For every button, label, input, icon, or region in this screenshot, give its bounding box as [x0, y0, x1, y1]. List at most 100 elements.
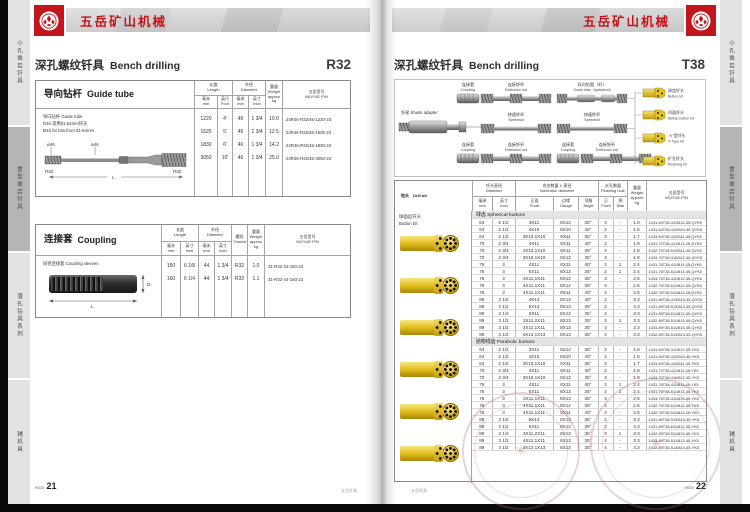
logo-emblem-icon: [39, 10, 59, 31]
page-edge-left: [0, 0, 8, 512]
sidebar-tab[interactable]: 辅机具: [720, 379, 742, 504]
sidebar-tab[interactable]: 重型凿岩钎具: [720, 126, 742, 251]
sidebar-tab-label: 小孔凿岩钎具: [728, 39, 734, 85]
bit-face-view: [442, 361, 459, 378]
page-number-right: PAGE 22: [684, 481, 706, 491]
col-length-mm: 毫米 mm: [161, 241, 180, 255]
page-left: 五岳矿山机械 深孔螺纹钎具 Bench drilling R32 导向钻杆 Gu…: [30, 0, 370, 504]
drill-bit-row: 70 2 3/4 4X11 8X11 40° 2-1.9 1431-70T38-411/81…: [472, 366, 707, 374]
svg-text:Extension rod: Extension rod: [505, 88, 527, 92]
table-cell-value: 44: [203, 276, 210, 282]
sidebar-tab[interactable]: 辅机具: [8, 379, 30, 504]
table-cell-value: 1 3/4: [251, 155, 263, 161]
svg-text:Extension rod: Extension rod: [505, 148, 527, 152]
drill-bit-illustration: [400, 445, 459, 462]
table-cell-value: 1830: [200, 142, 212, 148]
label-extension-rod: 连接钎杆: [508, 141, 526, 148]
col-flush-side: 侧 Side: [613, 196, 627, 211]
page-title: 深孔螺纹钎具 Bench drilling T38: [394, 57, 705, 73]
sidebar-tab[interactable]: 潜孔钻具系列: [8, 253, 30, 378]
drill-bit-illustration: [400, 235, 459, 252]
col-group-length: 长度 Length: [194, 81, 232, 95]
coupling-values-length-inch: 6 1/8 6 1/4: [180, 255, 198, 317]
drill-bit-section-title: 钻头 Drill bit: [401, 192, 427, 198]
footer-brand-mark: 五岳钎具: [411, 488, 427, 493]
guide-tube-diagram: ø46 ø46 R32 R32 L: [44, 142, 187, 180]
drill-bit-row: 70 2 3/4 4X10,1X10 8X11 35° 4-1.9 1432-70T38-5…: [472, 246, 707, 254]
guide-tube-description: 导向钻杆 Guide tube D46 适用51-64mm钎头 D46 for …: [36, 108, 194, 196]
drill-bit-row: 64 2 1/2 3X10,1X10 6X11 35° 3-1.7 1433-64T38-4…: [472, 359, 707, 367]
label-extension-rod: 连接钎杆: [508, 81, 526, 88]
svg-text:Extension rod: Extension rod: [596, 148, 618, 152]
table-cell-value: 24R46-R32/46-1830-23: [286, 143, 332, 148]
bit-face-view: [442, 403, 459, 420]
col-angle: 顶角 Angle: [578, 196, 598, 211]
col-weight: 重量 Weight Approx kg: [627, 181, 646, 211]
sidebar-tab[interactable]: 潜孔钻具系列: [720, 253, 742, 378]
col-length-mm: 毫米 mm: [194, 95, 217, 108]
coupling-values-length-mm: 150 160: [161, 255, 180, 317]
drill-bit-illustration: [400, 403, 459, 420]
drill-bit-row: 89 3 1/2 4X13,1X13 8X13 35° 4-3.3 1432-89T38-5…: [472, 330, 707, 338]
svg-text:Reaming bit: Reaming bit: [668, 163, 687, 167]
guide-values-weight: 10.0 12.5 14.2 25.0: [265, 108, 282, 196]
col-front-buttons: 正面 Front: [515, 196, 553, 211]
guide-values-length-foot: 4' 5' 6' 10': [217, 108, 232, 196]
company-logo: [34, 5, 64, 36]
company-logo: [686, 5, 716, 36]
table-cell-value: 1 3/4: [251, 116, 263, 122]
svg-text:Coupling: Coupling: [561, 148, 575, 152]
col-weight: 重量 Weight approx kg: [265, 81, 282, 108]
drill-bit-row: 76 3 4X11,1X11 8X12 35° 4-2.6 1432-76T38-511/8…: [472, 401, 707, 409]
drill-bit-row: 64 2 1/2 4X10 6X10 40° 2-1.6 1431-64T38-410/61…: [472, 225, 707, 233]
svg-text:Speedrod: Speedrod: [508, 118, 524, 122]
col-group-buttons: 合金数量 X 直径 No/button diameter: [515, 181, 598, 196]
svg-text:R32: R32: [45, 169, 54, 174]
drill-bit-row: 64 2 1/2 3X11 6X12 35° 3-1.8 1431-64T38-311/61…: [472, 345, 707, 353]
sidebar-tab[interactable]: 小孔凿岩钎具: [8, 0, 30, 125]
guide-tube-table: 导向钻杆 Guide tube 长度 Length 外径 Diameter 重量 We…: [35, 80, 351, 197]
label-reaming-bit: 扩孔钎头: [668, 155, 684, 161]
left-edge-tab-strip: 小孔凿岩钎具 重型凿岩钎具潜孔钻具系列辅机具: [8, 0, 30, 504]
svg-text:ø46: ø46: [91, 142, 99, 147]
bit-side-view: [400, 403, 443, 420]
sidebar-tab[interactable]: 重型凿岩钎具: [8, 126, 30, 251]
col-dia-mm: 毫米 mm: [472, 196, 492, 211]
col-dia-mm: 毫米 mm: [232, 95, 248, 108]
svg-text:R32: R32: [173, 169, 182, 174]
logo-emblem-icon: [691, 10, 711, 31]
svg-text:Guide tube（speedrod): Guide tube（speedrod): [573, 87, 610, 92]
table-cell-value: 24R46-R32/46-1220-23: [286, 117, 332, 122]
drill-bit-row: 89 3 1/2 6X11 8X12 35° 2-3.3 1431-89T38-611/81…: [472, 309, 707, 317]
svg-text:X-Type bit: X-Type bit: [668, 140, 684, 144]
table-cell-value: 1 3/4: [217, 263, 229, 269]
coupling-description: 同径连接套 Coupling sleeves D: [36, 255, 161, 317]
col-length-foot: 英尺 Foot: [217, 95, 232, 108]
drill-bit-row: 64 2 1/2 4X10 6X10 40° 2-1.6 1431-64T38-410/61…: [472, 352, 707, 360]
col-part-number: 五岳型号 WUYUE P/N: [264, 225, 350, 255]
title-chinese: 深孔螺纹钎具: [35, 60, 104, 72]
bit-side-view: [400, 445, 443, 462]
svg-text:ø46: ø46: [47, 142, 55, 147]
col-part-number: 五岳型号 WUYUE P/N: [282, 81, 350, 108]
svg-text:Button bit: Button bit: [668, 95, 683, 99]
sidebar-tab[interactable]: 小孔凿岩钎具: [720, 0, 742, 125]
guide-values-length-mm: 1220 1525 1830 3050: [194, 108, 217, 196]
guide-values-dia-inch: 1 3/4 1 3/4 1 3/4 1 3/4: [248, 108, 265, 196]
company-name: 五岳矿山机械: [80, 14, 168, 29]
label-retrac-bit: 凹面钎头: [668, 109, 684, 115]
table-cell-value: 4': [223, 116, 227, 122]
drill-bit-row: 76 3 4X11 8X11 40° 2 1 2.4 1431-76T38-411/811-45…: [472, 260, 707, 268]
bit-face-view: [442, 319, 459, 336]
sidebar-tab-label: 重型凿岩钎具: [728, 166, 734, 212]
drill-bit-row: 89 3 1/2 5X13 8X13 35° 2-3.3 1431-89T38-513/81…: [472, 415, 707, 423]
col-part-number: 五岳型号 WUYUE P/N: [646, 181, 706, 211]
label-coupling: 连接套: [562, 141, 575, 148]
sidebar-tab-label: 潜孔钻具系列: [16, 292, 22, 338]
col-group-length: 长度 Length: [161, 225, 198, 241]
page-right: 五岳矿山机械 深孔螺纹钎具 Bench drilling T38: [392, 0, 722, 510]
guide-tube-section-title: 导向钻杆 Guide tube: [44, 88, 135, 100]
svg-text:L: L: [91, 304, 94, 310]
table-cell-value: 46: [237, 155, 244, 161]
label-x-type-bit: "X"型钎头: [668, 132, 686, 138]
